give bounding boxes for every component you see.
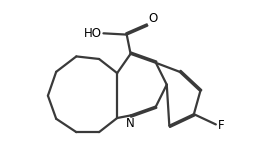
Text: F: F — [217, 119, 224, 132]
Text: HO: HO — [84, 27, 102, 40]
Text: N: N — [125, 117, 134, 130]
Text: O: O — [148, 12, 157, 25]
